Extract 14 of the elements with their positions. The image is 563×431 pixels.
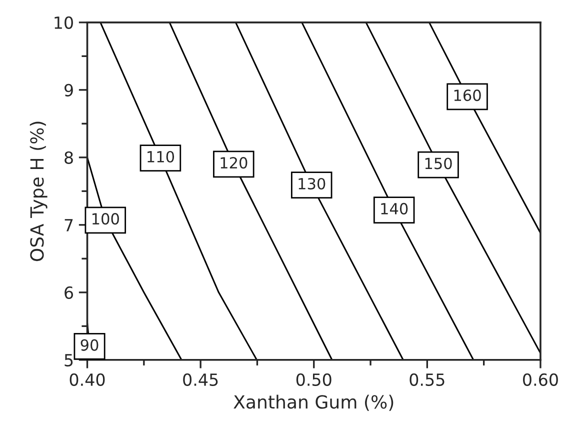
y-tick-label: 10 — [54, 16, 73, 29]
y-tick-label: 7 — [64, 219, 73, 232]
x-tick-label: 0.55 — [410, 373, 444, 386]
x-tick-label: 0.50 — [296, 373, 332, 386]
x-tick-label: 0.60 — [523, 373, 558, 386]
y-axis-title: OSA Type H (%) — [30, 122, 48, 262]
y-tick-label: 6 — [64, 286, 74, 299]
y-tick-label: 8 — [64, 151, 73, 164]
x-tick-label: 0.40 — [70, 373, 105, 386]
y-tick-label: 9 — [64, 84, 73, 96]
x-axis-title: Xanthan Gum (%) — [234, 394, 394, 411]
y-tick-label: 5 — [64, 354, 73, 366]
x-tick-label: 0.45 — [183, 373, 218, 386]
series-label: 90 — [80, 339, 98, 351]
